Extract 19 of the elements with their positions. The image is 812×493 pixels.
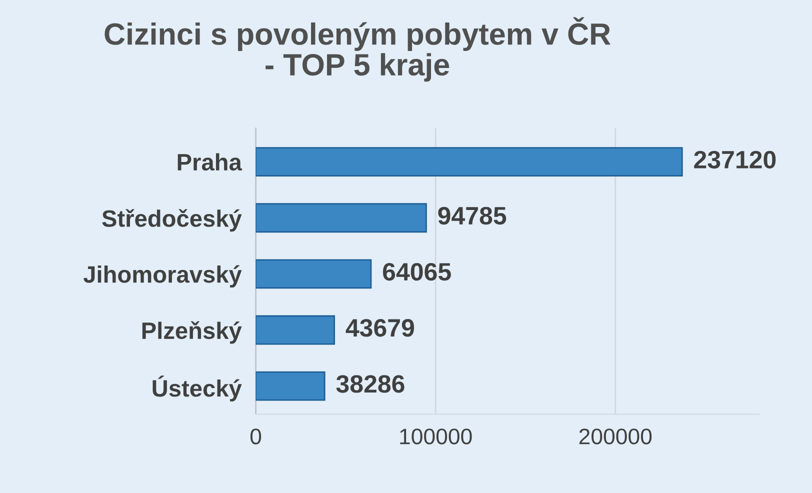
y-tick-label: Středočeský — [102, 209, 242, 232]
y-tick-label: Praha — [178, 153, 242, 171]
bar — [256, 259, 372, 289]
data-label: 237120 — [694, 150, 776, 169]
bar — [256, 315, 336, 345]
chart-title: Cizinci s povoleným pobytem v ČR - TOP 5 kraje — [104, 17, 610, 82]
bar — [256, 371, 326, 401]
y-tick-label: Jihomoravský — [83, 265, 242, 288]
x-tick-label: 200000 — [579, 428, 652, 444]
x-tick-label: 0 — [250, 428, 262, 444]
bar — [256, 203, 427, 233]
bar — [256, 147, 683, 177]
data-label: 64065 — [382, 262, 451, 281]
data-label: 43679 — [346, 319, 414, 337]
data-label: 94785 — [438, 206, 506, 225]
data-label: 38286 — [336, 375, 404, 393]
y-tick-label: Ústecký — [152, 376, 242, 402]
x-tick-label: 100000 — [400, 428, 472, 444]
y-tick-label: Plzeňský — [142, 321, 242, 344]
